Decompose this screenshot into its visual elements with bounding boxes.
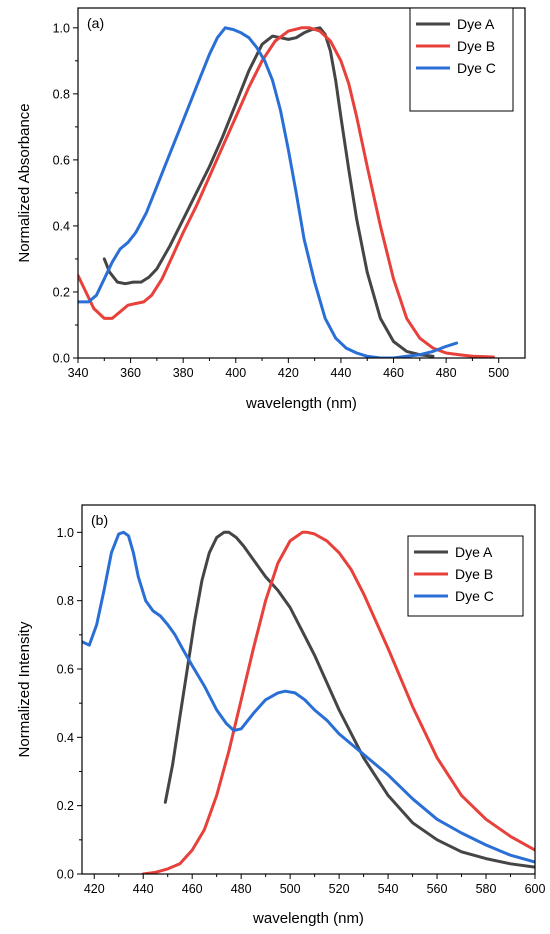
x-tick-label: 400 <box>225 366 246 380</box>
y-tick-label: 0.8 <box>57 594 74 608</box>
legend-box <box>407 535 524 617</box>
y-tick-label: 0.6 <box>57 663 74 677</box>
legend-label: Dye B <box>455 566 493 582</box>
x-tick-label: 540 <box>378 882 399 896</box>
legend-label: Dye C <box>457 60 496 76</box>
x-tick-label: 420 <box>84 882 105 896</box>
y-tick-label: 0.2 <box>53 285 70 299</box>
x-tick-label: 580 <box>476 882 497 896</box>
y-tick-label: 0.0 <box>53 352 70 366</box>
series-group <box>82 530 535 874</box>
chart-panel-1: 420 440 460 480 500 520 540 560 580 600 0.0 0.2 0.4 0… <box>16 504 546 927</box>
plot-frame <box>81 504 536 875</box>
x-tick-label: 460 <box>383 366 404 380</box>
y-tick-label: 0.0 <box>57 868 74 882</box>
legend-label: Dye A <box>457 16 495 32</box>
series-line-dye-c <box>82 530 535 864</box>
x-tick-label: 600 <box>525 882 546 896</box>
chart-panel-0: 340 360 380 400 420 440 460 480 500 0.0 0.2 0.4 0.6 0… <box>16 7 526 412</box>
x-axis-title: wavelength (nm) <box>245 395 357 412</box>
y-tick-label: 0.8 <box>53 87 70 101</box>
plot-frame <box>77 7 526 359</box>
y-tick-label: 0.4 <box>53 219 70 233</box>
x-tick-label: 560 <box>427 882 448 896</box>
y-tick-label: 1.0 <box>53 21 70 35</box>
series-line-dye-b <box>78 26 495 358</box>
x-tick-label: 520 <box>329 882 350 896</box>
y-axis-title: Normalized Absorbance <box>16 103 33 262</box>
x-tick-label: 480 <box>231 882 252 896</box>
series-line-dye-b <box>141 530 535 874</box>
x-tick-label: 380 <box>173 366 194 380</box>
x-tick-label: 420 <box>278 366 299 380</box>
panel-label: (b) <box>91 512 108 528</box>
x-tick-label: 500 <box>280 882 301 896</box>
y-axis-title: Normalized Intensity <box>16 621 33 757</box>
legend-label: Dye A <box>455 544 493 560</box>
y-tick-label: 0.6 <box>53 153 70 167</box>
x-axis-title: wavelength (nm) <box>252 910 364 927</box>
y-tick-label: 0.4 <box>57 731 74 745</box>
y-tick-label: 1.0 <box>57 526 74 540</box>
x-tick-label: 480 <box>436 366 457 380</box>
x-tick-label: 340 <box>68 366 89 380</box>
y-tick-label: 0.2 <box>57 799 74 813</box>
panel-label: (a) <box>87 15 104 31</box>
legend-label: Dye B <box>457 38 495 54</box>
series-line-dye-a <box>163 530 535 869</box>
x-tick-label: 440 <box>133 882 154 896</box>
x-tick-label: 460 <box>182 882 203 896</box>
x-tick-label: 440 <box>331 366 352 380</box>
x-tick-label: 360 <box>120 366 141 380</box>
x-tick-label: 500 <box>488 366 509 380</box>
legend-label: Dye C <box>455 588 494 604</box>
